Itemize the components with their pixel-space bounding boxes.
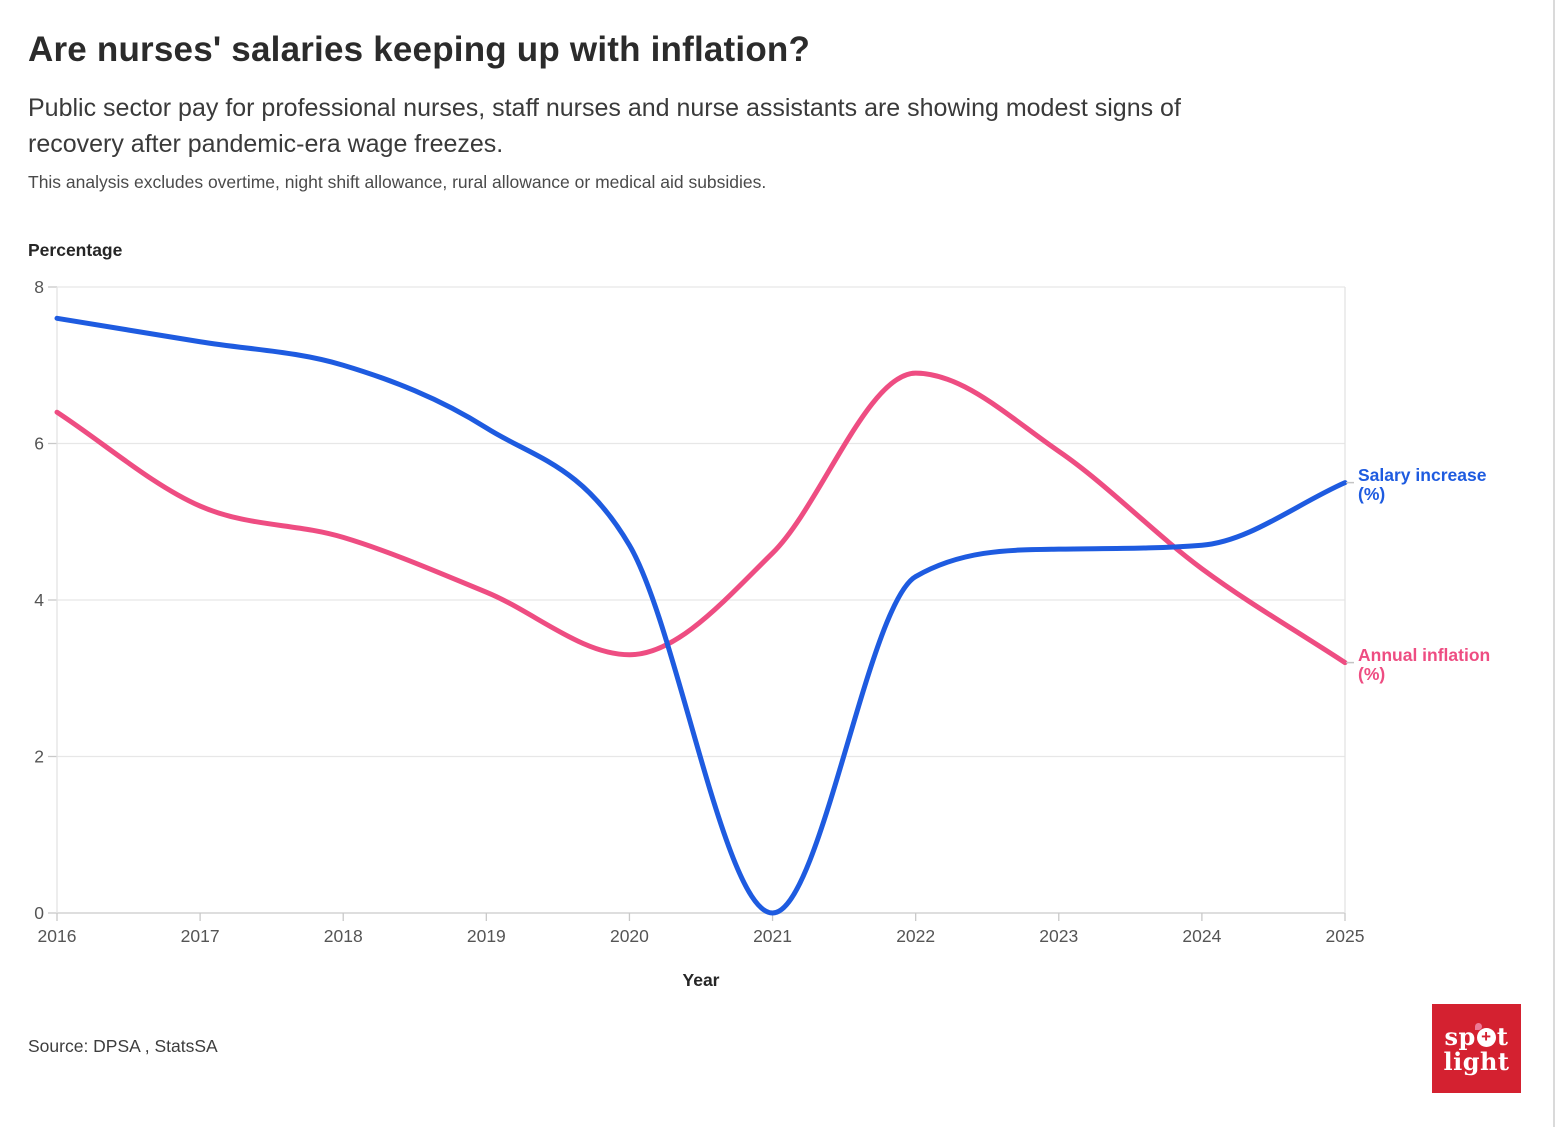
series-label-annual-inflation: Annual inflation (%)	[1358, 644, 1558, 685]
y-tick-label: 4	[34, 590, 44, 610]
page-title: Are nurses' salaries keeping up with inf…	[28, 30, 811, 69]
y-tick-label: 6	[34, 434, 44, 454]
x-tick-label: 2017	[181, 926, 220, 946]
line-chart: 0 2 4 6 8 2016 2017 2018 2019 2020 2021 2022 2023 202…	[34, 277, 1365, 946]
x-tick-label: 2020	[610, 926, 649, 946]
subtitle-line-1: Public sector pay for professional nurse…	[28, 94, 1181, 122]
x-tick-label: 2023	[1039, 926, 1078, 946]
x-axis-title: Year	[682, 970, 720, 990]
logo-cross-icon: +	[1474, 1022, 1496, 1047]
methodology-note: This analysis excludes overtime, night s…	[28, 172, 767, 192]
page-right-border	[1553, 0, 1555, 1127]
logo-sparkle-icon	[1474, 1022, 1482, 1030]
series-label-salary-increase: Salary increase (%)	[1358, 464, 1558, 505]
x-tick-label: 2019	[467, 926, 506, 946]
x-tick-label: 2018	[324, 926, 363, 946]
source-text: Source: DPSA , StatsSA	[28, 1036, 218, 1056]
salary-increase-line	[54, 315, 1348, 916]
logo-word-spot: sp + t	[1444, 1021, 1509, 1051]
x-tick-label: 2016	[38, 926, 77, 946]
subtitle: Public sector pay for professional nurse…	[28, 90, 1528, 162]
spotlight-logo: sp + t light	[1432, 1004, 1521, 1093]
series-label-inflation-line-2: (%)	[1358, 664, 1386, 685]
y-tick-label: 2	[34, 747, 44, 767]
x-tick-label: 2024	[1182, 926, 1221, 946]
x-tick-label: 2021	[753, 926, 792, 946]
y-tick-label: 0	[34, 903, 44, 923]
x-tick-label: 2022	[896, 926, 935, 946]
x-tick-label: 2025	[1326, 926, 1365, 946]
y-tick-label: 8	[34, 277, 44, 297]
y-axis-title: Percentage	[28, 240, 123, 260]
series-label-inflation-line-1: Annual inflation	[1358, 644, 1491, 665]
logo-word-light: light	[1443, 1046, 1510, 1076]
series-label-salary-line-1: Salary increase	[1358, 464, 1487, 485]
subtitle-line-2: recovery after pandemic-era wage freezes…	[28, 130, 504, 158]
series-label-salary-line-2: (%)	[1358, 484, 1386, 505]
annual-inflation-line	[54, 370, 1348, 666]
